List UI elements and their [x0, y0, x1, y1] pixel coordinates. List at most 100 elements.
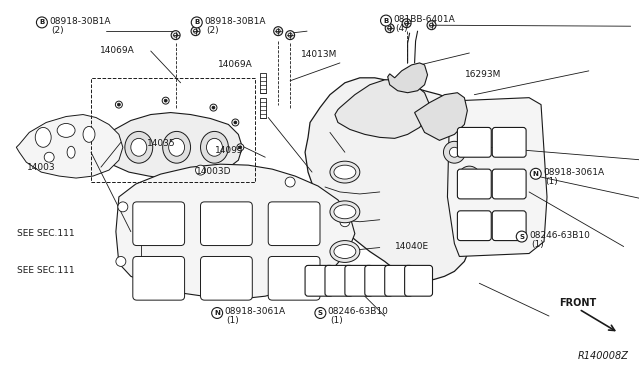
Ellipse shape	[171, 31, 180, 39]
FancyBboxPatch shape	[365, 265, 393, 296]
FancyBboxPatch shape	[200, 256, 252, 300]
Ellipse shape	[163, 131, 191, 163]
Ellipse shape	[35, 128, 51, 147]
Ellipse shape	[288, 33, 292, 37]
Text: 08918-3061A: 08918-3061A	[543, 168, 604, 177]
Text: 16293M: 16293M	[465, 70, 502, 79]
Ellipse shape	[330, 201, 360, 223]
Ellipse shape	[334, 205, 356, 219]
Ellipse shape	[191, 27, 200, 36]
FancyBboxPatch shape	[385, 265, 413, 296]
Ellipse shape	[285, 31, 294, 39]
Ellipse shape	[429, 23, 433, 27]
FancyBboxPatch shape	[325, 265, 353, 296]
Ellipse shape	[173, 33, 178, 37]
Ellipse shape	[44, 152, 54, 162]
FancyBboxPatch shape	[458, 128, 492, 157]
Ellipse shape	[285, 177, 295, 187]
Ellipse shape	[232, 119, 239, 126]
Ellipse shape	[337, 266, 347, 276]
Bar	[91, 78, 255, 182]
Polygon shape	[17, 115, 123, 178]
Ellipse shape	[210, 104, 217, 111]
Ellipse shape	[385, 24, 394, 33]
Ellipse shape	[67, 146, 75, 158]
Circle shape	[516, 231, 527, 242]
Polygon shape	[99, 113, 243, 180]
Text: 14003: 14003	[27, 163, 56, 172]
FancyBboxPatch shape	[345, 265, 372, 296]
Ellipse shape	[427, 21, 436, 30]
Polygon shape	[388, 63, 428, 93]
Text: 08246-63B10: 08246-63B10	[529, 231, 590, 240]
Ellipse shape	[115, 101, 122, 108]
FancyBboxPatch shape	[133, 202, 184, 246]
Ellipse shape	[83, 126, 95, 142]
Text: (4): (4)	[396, 24, 408, 33]
Ellipse shape	[164, 99, 167, 102]
Text: (2): (2)	[206, 26, 219, 35]
Ellipse shape	[465, 172, 474, 182]
Circle shape	[191, 17, 202, 28]
Bar	[260, 73, 266, 93]
Ellipse shape	[444, 141, 465, 163]
Ellipse shape	[402, 19, 411, 28]
Ellipse shape	[449, 147, 460, 157]
Text: 14003D: 14003D	[196, 167, 231, 176]
Text: 08918-3061A: 08918-3061A	[225, 308, 285, 317]
Polygon shape	[116, 164, 355, 299]
FancyBboxPatch shape	[492, 169, 526, 199]
Ellipse shape	[200, 131, 228, 163]
Ellipse shape	[117, 103, 120, 106]
FancyBboxPatch shape	[268, 256, 320, 300]
Circle shape	[315, 308, 326, 318]
Ellipse shape	[116, 256, 126, 266]
Ellipse shape	[118, 202, 128, 212]
Ellipse shape	[196, 165, 205, 175]
Ellipse shape	[125, 131, 153, 163]
Text: 08246-63B10: 08246-63B10	[328, 308, 388, 317]
Ellipse shape	[193, 29, 198, 33]
Text: 14095: 14095	[215, 147, 243, 155]
Text: (1): (1)	[330, 317, 342, 326]
FancyBboxPatch shape	[458, 169, 492, 199]
FancyBboxPatch shape	[492, 128, 526, 157]
Text: SEE SEC.111: SEE SEC.111	[17, 266, 75, 275]
Text: (1): (1)	[531, 240, 544, 249]
FancyBboxPatch shape	[492, 211, 526, 241]
FancyBboxPatch shape	[305, 265, 333, 296]
Ellipse shape	[276, 29, 280, 33]
Text: 08918-30B1A: 08918-30B1A	[49, 17, 111, 26]
Polygon shape	[447, 98, 547, 256]
Polygon shape	[415, 93, 467, 140]
Text: (1): (1)	[545, 177, 558, 186]
FancyBboxPatch shape	[404, 265, 433, 296]
Ellipse shape	[340, 217, 350, 227]
Ellipse shape	[207, 138, 223, 156]
Ellipse shape	[274, 27, 283, 36]
Text: S: S	[318, 310, 323, 316]
Text: R140008Z: R140008Z	[578, 351, 628, 361]
Ellipse shape	[239, 146, 242, 149]
Circle shape	[212, 308, 223, 318]
Ellipse shape	[388, 26, 392, 30]
Ellipse shape	[404, 21, 408, 25]
Ellipse shape	[169, 138, 184, 156]
Text: B: B	[39, 19, 45, 25]
FancyBboxPatch shape	[133, 256, 184, 300]
Text: B: B	[383, 17, 388, 23]
Text: (1): (1)	[227, 317, 239, 326]
Ellipse shape	[334, 165, 356, 179]
Text: 14040E: 14040E	[395, 243, 429, 251]
Text: N: N	[533, 171, 539, 177]
FancyBboxPatch shape	[458, 211, 492, 241]
Ellipse shape	[334, 244, 356, 259]
Ellipse shape	[57, 124, 75, 137]
Text: B: B	[194, 19, 200, 25]
Ellipse shape	[237, 144, 244, 151]
Ellipse shape	[458, 166, 480, 188]
Text: FRONT: FRONT	[559, 298, 596, 308]
Text: SEE SEC.111: SEE SEC.111	[17, 229, 75, 238]
Text: 14069A: 14069A	[100, 46, 135, 55]
Text: 14035: 14035	[147, 139, 175, 148]
